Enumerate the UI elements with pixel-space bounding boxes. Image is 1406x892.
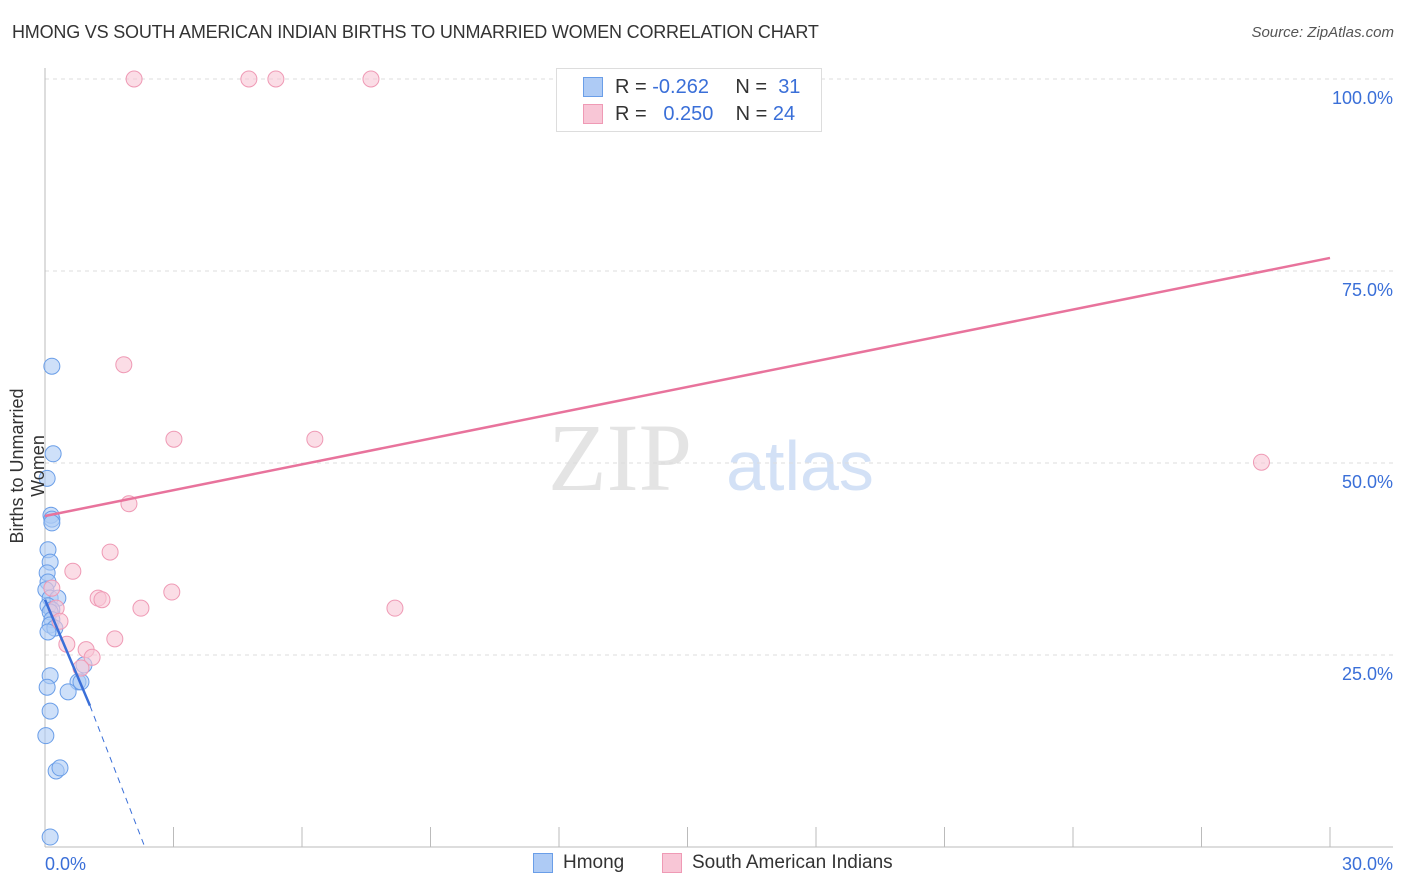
hmong-point <box>38 469 56 487</box>
sai-point <box>267 70 285 88</box>
sai-point <box>240 70 258 88</box>
bottom-legend-sai: South American Indians <box>662 852 893 874</box>
chart-title: HMONG VS SOUTH AMERICAN INDIAN BIRTHS TO… <box>12 22 819 42</box>
sai-point <box>132 599 150 617</box>
sai-point <box>93 591 111 609</box>
hmong-point <box>39 623 57 641</box>
n-value: 24 <box>772 102 796 125</box>
sai-point <box>165 430 183 448</box>
sai-point <box>115 356 133 374</box>
sai-point <box>306 430 324 448</box>
legend-row-hmong: R = -0.262 N = 31 <box>583 75 800 99</box>
hmong-point <box>41 828 59 846</box>
sai-point <box>106 630 124 648</box>
hmong-point <box>43 357 61 375</box>
hmong-trendline <box>43 599 92 707</box>
sai-point <box>101 543 119 561</box>
hmong-point <box>41 702 59 720</box>
x-tick-label: 30.0% <box>1342 854 1393 874</box>
watermark-zip: ZIP <box>548 404 692 511</box>
legend-label: Hmong <box>563 852 625 873</box>
y-tick-label: 75.0% <box>1342 280 1393 300</box>
n-value: 31 <box>778 75 801 98</box>
sai-swatch <box>662 853 682 873</box>
watermark-atlas: atlas <box>726 427 874 505</box>
hmong-point <box>37 727 55 745</box>
hmong-trendline-extension <box>89 705 146 848</box>
y-axis-label: Births to Unmarried Women <box>7 388 48 544</box>
r-value: -0.262 <box>652 75 709 98</box>
source-label: Source: ZipAtlas.com <box>1251 24 1394 41</box>
sai-point <box>125 70 143 88</box>
sai-point <box>386 599 404 617</box>
r-label: R = <box>615 75 647 98</box>
stats-legend: R = -0.262 N = 31 R = 0.250 N = 24 <box>556 68 822 132</box>
hmong-swatch <box>533 853 553 873</box>
sai-point <box>1252 453 1270 471</box>
y-tick-label: 50.0% <box>1342 472 1393 492</box>
hmong-point <box>59 683 77 701</box>
legend-label: South American Indians <box>692 852 893 873</box>
sai-point <box>43 579 61 597</box>
r-label: R = <box>615 102 647 125</box>
hmong-point <box>51 759 69 777</box>
y-tick-label: 25.0% <box>1342 664 1393 684</box>
hmong-point <box>44 445 62 463</box>
hmong-swatch <box>583 77 603 97</box>
hmong-point <box>38 678 56 696</box>
y-tick-label: 100.0% <box>1332 88 1393 108</box>
sai-point <box>64 562 82 580</box>
sai-point <box>83 648 101 666</box>
r-value: 0.250 <box>663 102 714 125</box>
legend-row-south-american-indians: R = 0.250 N = 24 <box>583 102 795 126</box>
sai-trendline <box>44 256 1331 518</box>
n-label: N = <box>735 102 768 125</box>
sai-swatch <box>583 104 603 124</box>
sai-point <box>362 70 380 88</box>
bottom-legend-hmong: Hmong <box>533 852 624 874</box>
sai-point <box>163 583 181 601</box>
x-tick-label: 0.0% <box>45 854 86 874</box>
n-label: N = <box>735 75 768 98</box>
